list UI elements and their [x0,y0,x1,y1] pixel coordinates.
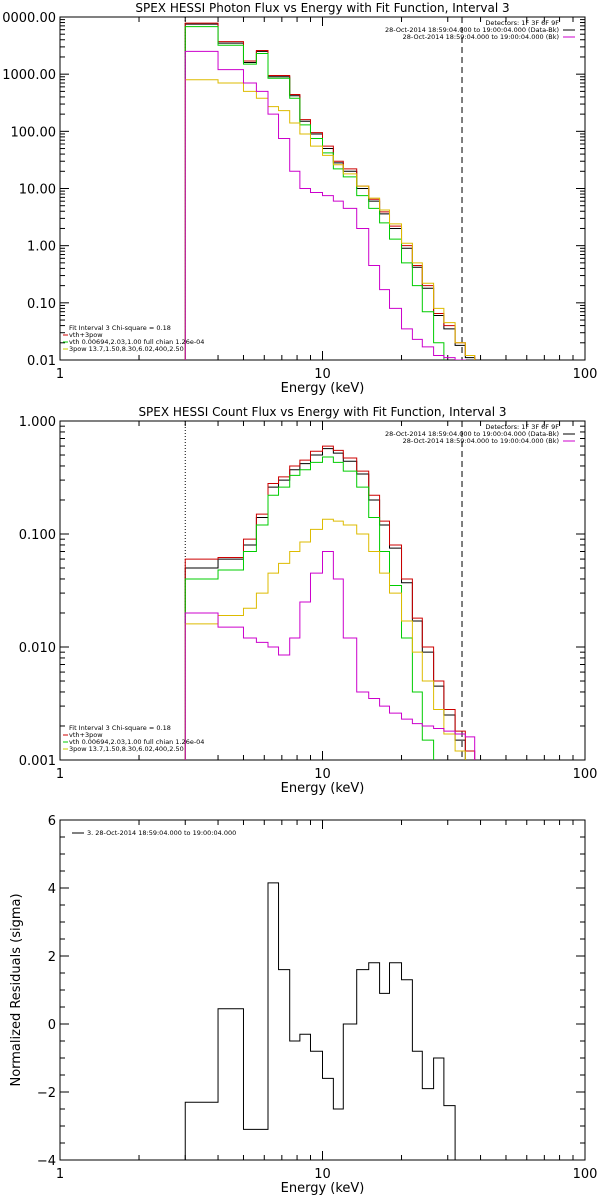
x-tick-label: 100 [573,367,598,382]
series-group [184,22,476,360]
y-tick-label: 0.100 [19,528,56,543]
y-tick-label: 10.00 [19,183,56,198]
y-tick-label: 1.000 [19,415,56,430]
legend-text: 28-Oct-2014 18:59:04.000 to 19:00:04.000… [385,430,559,438]
plot-frame [59,420,586,761]
series-line-vth [184,456,476,760]
y-tick-label: 0.10 [27,297,56,312]
x-axis-label: Energy (keV) [281,381,365,396]
y-tick-label: −2 [37,1086,56,1101]
y-tick-label: −4 [37,1154,56,1169]
series-line-bk [184,551,476,760]
legend-text: 3pow 13.7,1.50,8.30,6.02,400,2.50 [69,345,184,353]
x-tick-label: 1 [56,367,64,382]
series-line-3pow [184,79,476,360]
legend-text: Fit Interval 3 Chi-square = 0.18 [69,324,171,332]
series-line-3-28-oct-2014-18-59-04-000-to-19-00-04-000 [184,882,466,1160]
legend-text: vth+3pow [69,331,103,339]
series-line-vth [184,26,476,360]
legend-text: Detectors: 1F 3F 6F 9F [485,423,559,431]
legend-text: 3. 28-Oct-2014 18:59:04.000 to 19:00:04.… [87,829,236,837]
legend-text: 28-Oct-2014 18:59:04.000 to 19:00:04.000… [403,437,559,445]
series-line-bk [184,50,476,360]
x-tick-label: 100 [573,1167,598,1182]
series-line-vth-3pow [184,22,476,360]
y-tick-label: 1.00 [27,240,56,255]
y-axis-label: Normalized Residuals (sigma) [9,893,24,1086]
y-tick-label: 0000.00 [2,11,56,26]
series-group [184,445,476,760]
legend-text: 3pow 13.7,1.50,8.30,6.02,400,2.50 [69,745,184,753]
legend-text: vth+3pow [69,731,103,739]
y-tick-label: 1000.00 [2,68,56,83]
y-tick-label: 0.010 [19,641,56,656]
series-line-data-bk [184,23,476,360]
series-line-vth-3pow [184,445,476,760]
chart-panel-2: SPEX HESSI Count Flux vs Energy with Fit… [19,405,598,796]
chart-panel-3: 1 10 100 Energy (keV) −4 −2 0 2 4 6 Normalized Res… [9,814,597,1196]
x-tick-label: 100 [573,767,598,782]
x-axis-label: Energy (keV) [281,1181,365,1196]
series-line-3pow [184,518,476,760]
y-tick-label: 0.01 [27,354,56,369]
series-line-data-bk [184,448,475,760]
legend-text: 28-Oct-2014 18:59:04.000 to 19:00:04.000… [403,33,559,41]
legend-text: vth 0.00694,2.03,1.00 full chian 1.26e-0… [69,338,204,346]
plot-frame [59,819,586,1161]
series-group [184,882,466,1160]
legend-text: Detectors: 1F 3F 6F 9F [485,19,559,27]
y-tick-label: 2 [48,950,56,965]
x-tick-label: 10 [314,1167,331,1182]
x-tick-label: 1 [56,1167,64,1182]
y-tick-label: 100.00 [11,125,57,140]
y-tick-label: 6 [48,814,56,829]
plot-frame [59,16,586,361]
legend-text: vth 0.00694,2.03,1.00 full chian 1.26e-0… [69,738,204,746]
y-tick-label: 0.001 [19,754,56,769]
chart-title: SPEX HESSI Photon Flux vs Energy with Fi… [135,1,509,15]
y-tick-label: 4 [48,882,56,897]
x-tick-label: 10 [314,367,331,382]
legend-text: Fit Interval 3 Chi-square = 0.18 [69,724,171,732]
legend-text: 28-Oct-2014 18:59:04.000 to 19:00:04.000… [385,26,559,34]
x-tick-label: 10 [314,767,331,782]
x-axis-label: Energy (keV) [281,781,365,796]
x-tick-label: 1 [56,767,64,782]
y-tick-label: 0 [48,1018,56,1033]
chart-title: SPEX HESSI Count Flux vs Energy with Fit… [138,405,506,419]
chart-panel-1: SPEX HESSI Photon Flux vs Energy with Fi… [2,1,597,396]
